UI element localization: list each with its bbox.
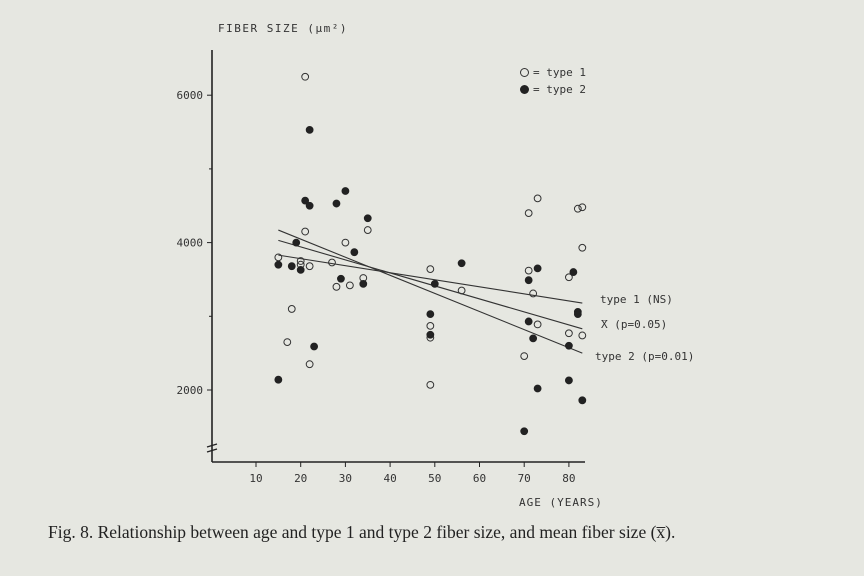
x-tick-label-70: 70 bbox=[518, 472, 531, 485]
x-tick-label-60: 60 bbox=[473, 472, 486, 485]
point-type1-14 bbox=[363, 226, 372, 234]
point-type2-10 bbox=[337, 274, 345, 283]
line-label-type2: type 2 (p=0.01) bbox=[595, 350, 695, 363]
y-axis-label: FIBER SIZE (μm²) bbox=[218, 22, 348, 35]
tick-labels: 10 20 30 40 50 60 70 80 2000 4000 6000 bbox=[177, 89, 576, 485]
point-type1-15 bbox=[426, 265, 435, 274]
point-type1-31 bbox=[578, 331, 587, 340]
point-type2-15 bbox=[426, 310, 435, 318]
legend-item-type1: = type 1 bbox=[520, 64, 586, 81]
filled-circle-icon bbox=[520, 85, 529, 94]
point-type2-6 bbox=[305, 201, 314, 210]
point-type1-18 bbox=[426, 380, 435, 389]
regression-line-mean bbox=[278, 239, 583, 330]
regression-line-type1 bbox=[278, 254, 583, 304]
figure-caption: Fig. 8. Relationship between age and typ… bbox=[48, 522, 676, 542]
line-label-type1: type 1 (NS) bbox=[600, 293, 673, 306]
point-type2-23 bbox=[533, 264, 542, 273]
point-type1-22 bbox=[524, 266, 533, 275]
x-tick-label-30: 30 bbox=[339, 472, 352, 485]
point-type2-1 bbox=[274, 260, 283, 269]
point-type1-8 bbox=[305, 360, 314, 369]
legend: = type 1 = type 2 bbox=[520, 64, 586, 98]
point-type1-1 bbox=[283, 338, 292, 346]
open-circle-icon bbox=[520, 68, 529, 77]
point-type1-10 bbox=[332, 282, 341, 291]
legend-label-type1: = type 1 bbox=[533, 66, 586, 79]
axes bbox=[206, 50, 585, 467]
point-type2-18 bbox=[457, 259, 466, 268]
point-type1-2 bbox=[287, 305, 296, 313]
point-type2-29 bbox=[573, 310, 582, 318]
point-type1-24 bbox=[533, 194, 542, 203]
point-type2-30 bbox=[578, 396, 587, 405]
x-tick-label-80: 80 bbox=[562, 472, 575, 485]
point-type2-14 bbox=[363, 214, 372, 223]
point-type2-8 bbox=[310, 342, 319, 351]
point-type2-2 bbox=[287, 262, 296, 271]
point-type2-12 bbox=[350, 248, 359, 257]
point-type1-30 bbox=[578, 243, 587, 252]
point-type1-21 bbox=[524, 209, 533, 218]
point-type2-16 bbox=[426, 330, 435, 339]
axis-break-mark bbox=[206, 443, 218, 453]
point-type1-7 bbox=[305, 262, 314, 271]
point-type1-5 bbox=[301, 227, 310, 236]
point-type2-24 bbox=[533, 384, 542, 393]
point-type2-4 bbox=[296, 265, 305, 274]
x-tick-label-40: 40 bbox=[383, 472, 396, 485]
point-type1-3 bbox=[296, 257, 305, 265]
point-type2-17 bbox=[430, 279, 439, 288]
point-type1-29 bbox=[578, 203, 587, 212]
point-type2-9 bbox=[332, 199, 341, 208]
point-type2-21 bbox=[524, 317, 533, 326]
point-type1-16 bbox=[426, 321, 435, 330]
point-type2-7 bbox=[305, 125, 314, 134]
point-type1-28 bbox=[573, 204, 582, 213]
y-tick-label-4000: 4000 bbox=[177, 237, 204, 250]
point-type2-26 bbox=[565, 376, 573, 385]
point-type1-11 bbox=[341, 238, 350, 247]
x-tick-label-50: 50 bbox=[428, 472, 441, 485]
point-type1-23 bbox=[529, 289, 538, 298]
point-type1-9 bbox=[328, 258, 336, 267]
data-points bbox=[274, 72, 587, 436]
point-type2-19 bbox=[520, 427, 529, 436]
y-tick-label-6000: 6000 bbox=[177, 89, 204, 102]
point-type2-27 bbox=[569, 268, 578, 276]
point-type1-25 bbox=[533, 320, 542, 329]
point-type2-25 bbox=[565, 341, 573, 350]
point-type2-22 bbox=[529, 334, 538, 343]
point-type1-0 bbox=[274, 253, 283, 262]
x-axis-label: AGE (YEARS) bbox=[519, 496, 603, 509]
legend-item-type2: = type 2 bbox=[520, 81, 586, 98]
point-type2-11 bbox=[341, 187, 350, 195]
point-type1-12 bbox=[345, 281, 354, 290]
x-tick-label-20: 20 bbox=[294, 472, 307, 485]
point-type2-3 bbox=[292, 238, 301, 247]
x-tick-label-10: 10 bbox=[249, 472, 262, 485]
regression-line-type2 bbox=[278, 229, 583, 354]
point-type2-13 bbox=[359, 279, 368, 288]
point-type2-20 bbox=[524, 276, 533, 285]
point-type2-0 bbox=[274, 375, 283, 384]
y-tick-label-2000: 2000 bbox=[177, 384, 204, 397]
point-type2-5 bbox=[301, 196, 310, 205]
point-type1-19 bbox=[457, 286, 466, 295]
point-type1-26 bbox=[565, 273, 573, 282]
legend-label-type2: = type 2 bbox=[533, 83, 586, 96]
point-type1-27 bbox=[565, 329, 573, 338]
point-type1-20 bbox=[520, 352, 529, 360]
point-type1-6 bbox=[301, 72, 310, 81]
line-label-mean: ̅X (p=0.05) bbox=[601, 318, 668, 331]
